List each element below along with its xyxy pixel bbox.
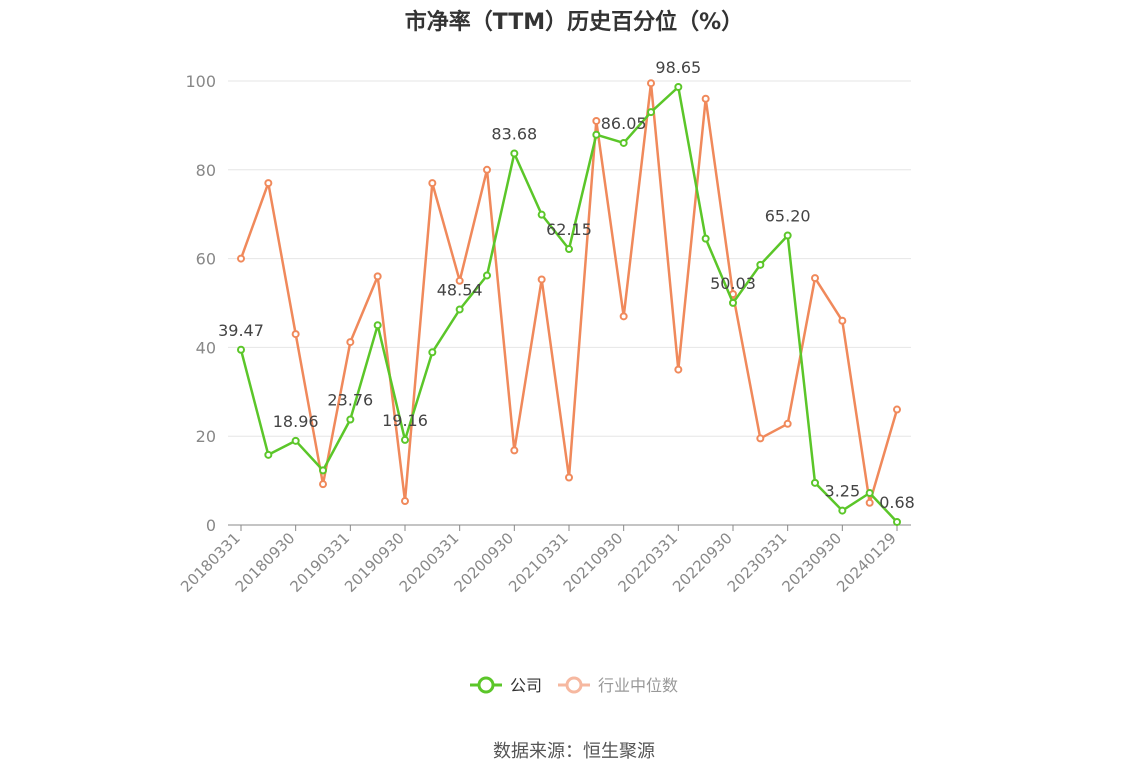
data-point <box>756 434 765 443</box>
data-point <box>264 450 273 459</box>
data-point <box>565 245 573 254</box>
data-point <box>537 210 546 219</box>
data-point <box>838 316 847 325</box>
data-point <box>237 345 245 354</box>
data-point <box>291 436 300 445</box>
legend: 公司 行业中位数 <box>470 676 678 695</box>
data-point <box>373 272 382 281</box>
data-point <box>401 435 409 444</box>
data-label: 83.68 <box>491 124 537 143</box>
data-label: 39.47 <box>218 321 264 340</box>
data-label: 48.54 <box>437 280 483 299</box>
data-source: 数据来源：恒生聚源 <box>493 741 655 762</box>
legend-label: 行业中位数 <box>598 676 678 695</box>
data-point <box>647 79 655 88</box>
y-tick-label: 20 <box>196 427 216 446</box>
data-point <box>838 506 847 515</box>
data-point <box>701 234 710 243</box>
data-label: 19.16 <box>382 411 428 430</box>
data-point <box>237 254 245 263</box>
data-point <box>592 116 601 125</box>
y-tick-label: 80 <box>196 161 216 180</box>
data-point <box>455 276 464 285</box>
data-point <box>893 517 901 526</box>
data-point <box>811 478 819 487</box>
legend-item-company[interactable]: 公司 <box>470 676 542 695</box>
data-label: 62.15 <box>546 220 592 239</box>
y-tick-label: 60 <box>196 250 216 269</box>
legend-item-industry-median[interactable]: 行业中位数 <box>558 676 678 695</box>
data-point <box>483 271 491 280</box>
data-point <box>756 260 765 269</box>
y-tick-label: 40 <box>196 338 216 357</box>
data-point <box>674 365 683 374</box>
data-point <box>319 480 327 489</box>
data-point <box>401 497 409 506</box>
data-point <box>319 466 327 475</box>
legend-marker-icon <box>477 676 495 694</box>
data-point <box>647 108 655 117</box>
series-line <box>239 85 898 523</box>
data-point <box>483 165 491 174</box>
data-label: 98.65 <box>655 58 701 77</box>
data-label: 86.05 <box>601 114 647 133</box>
data-point <box>865 498 874 507</box>
data-point <box>811 274 819 283</box>
legend-label: 公司 <box>510 676 542 695</box>
data-point <box>783 419 792 428</box>
series-layer <box>237 79 901 526</box>
data-point <box>428 179 437 188</box>
legend-marker-icon <box>565 676 583 694</box>
y-tick-label: 100 <box>185 72 216 91</box>
data-point <box>346 338 355 347</box>
data-point <box>701 94 710 103</box>
data-label-layer: 39.47 18.96 23.76 19.16 48.54 83.68 62.15 86.05… <box>218 58 915 512</box>
data-point <box>537 275 546 284</box>
data-point <box>428 348 437 357</box>
data-point <box>592 130 601 139</box>
data-point <box>510 446 519 455</box>
data-point <box>346 415 355 424</box>
data-label: 23.76 <box>327 391 373 410</box>
data-point <box>565 473 573 482</box>
data-label: 18.96 <box>273 412 319 431</box>
data-label: 3.25 <box>825 482 861 501</box>
chart-title: 市净率（TTM）历史百分位（%） <box>404 10 744 35</box>
y-tick-label: 0 <box>206 516 216 535</box>
data-point <box>865 489 874 498</box>
data-point <box>893 405 901 414</box>
axis-layer: 0204060801002018033120180930201903312019… <box>177 72 911 596</box>
data-point <box>264 179 273 188</box>
x-tick-label: 20240129 <box>833 529 900 596</box>
data-point <box>674 82 683 91</box>
data-point <box>783 231 792 240</box>
data-point <box>455 305 464 314</box>
data-label: 0.68 <box>879 493 915 512</box>
data-point <box>619 312 628 321</box>
data-point <box>291 330 300 339</box>
data-point <box>373 321 382 330</box>
grid-layer <box>228 80 911 437</box>
data-label: 65.20 <box>765 207 811 226</box>
data-point <box>729 298 737 307</box>
data-label: 50.03 <box>710 274 756 293</box>
data-point <box>510 149 519 158</box>
data-point <box>619 138 628 147</box>
